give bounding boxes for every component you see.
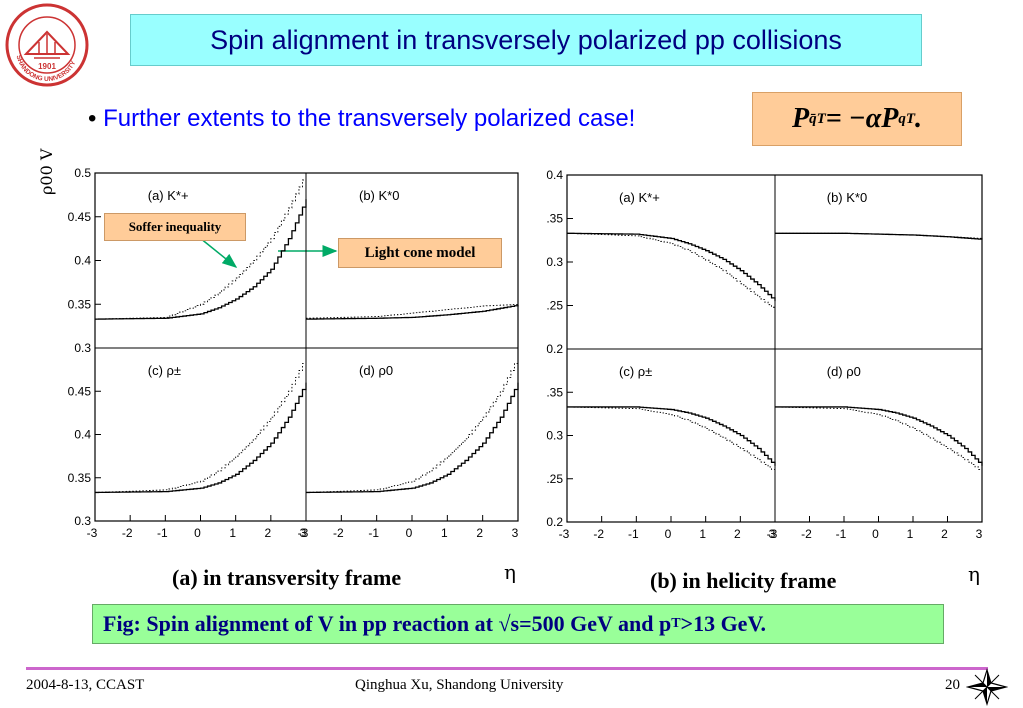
x-tick-label: 2 — [264, 526, 271, 540]
series-line-solid — [775, 406, 983, 466]
y-tick-label: 0.45 — [68, 210, 92, 224]
bullet-text: Further extents to the transversely pola… — [103, 105, 636, 132]
x-tick-label: 0 — [406, 526, 413, 540]
series-line-dotted — [306, 356, 519, 493]
panel-label: (d) ρ0 — [827, 364, 861, 379]
x-tick-label: 0 — [665, 527, 672, 541]
bullet-point: • Further extents to the transversely po… — [88, 105, 635, 133]
panel-label: (a) K*+ — [619, 190, 660, 205]
y-tick-label: 0.3 — [546, 255, 563, 269]
y-tick-label: 0.35 — [68, 471, 92, 485]
y-tick-label: 0.5 — [74, 166, 91, 180]
logo-year: 1901 — [38, 62, 56, 71]
series-line-dotted — [775, 406, 983, 472]
x-tick-label: -2 — [801, 527, 812, 541]
bullet-icon: • — [88, 105, 97, 132]
series-line-dotted — [306, 303, 519, 319]
panel-label: (b) K*0 — [359, 188, 399, 203]
panel-label: (b) K*0 — [827, 190, 867, 205]
y-tick-label: .35 — [546, 385, 563, 399]
series-line-solid — [567, 232, 776, 302]
x-tick-label: 0 — [194, 526, 201, 540]
y-tick-label: 0.3 — [74, 341, 91, 355]
y-tick-label: 0.2 — [546, 515, 563, 529]
y-tick-label: 0.4 — [546, 168, 563, 182]
formula-rhs-sub: qT — [898, 110, 915, 127]
slide-title: Spin alignment in transversely polarized… — [210, 24, 842, 55]
shandong-university-logo: 1901 SHANDONG UNIVERSITY — [5, 3, 89, 87]
x-tick-label: 1 — [441, 526, 448, 540]
y-axis-label: ρ00 V — [37, 148, 56, 195]
series-line-solid — [306, 382, 519, 494]
series-line-solid — [567, 406, 776, 466]
series-line-dotted — [775, 232, 983, 239]
x-tick-label: -2 — [593, 527, 604, 541]
x-tick-label: -3 — [559, 527, 570, 541]
series-line-dotted — [567, 406, 776, 472]
y-tick-label: 0.3 — [74, 514, 91, 528]
x-tick-label: -3 — [87, 526, 98, 540]
soffer-arrow — [199, 237, 238, 268]
x-tick-label: -3 — [767, 527, 778, 541]
formula-lhs-sub: q̄T — [809, 110, 826, 127]
light-cone-model-label: Light cone model — [338, 238, 502, 268]
x-tick-label: -1 — [368, 526, 379, 540]
soffer-inequality-label: Soffer inequality — [104, 213, 246, 241]
y-tick-label: 0.45 — [68, 384, 92, 398]
footer-author: Qinghua Xu, Shandong University — [355, 677, 564, 693]
footer-date: 2004-8-13, CCAST — [26, 677, 145, 693]
x-tick-label: -3 — [298, 526, 309, 540]
series-line-dotted — [95, 356, 307, 493]
y-tick-label: 0.3 — [546, 429, 563, 443]
formula-end: . — [914, 103, 922, 134]
eta-label-a: η — [504, 560, 516, 584]
fig-caption-pre: Fig: Spin alignment of V in pp reaction … — [103, 611, 672, 636]
compass-star-icon — [966, 668, 1008, 706]
series-line-solid — [306, 305, 519, 320]
x-tick-label: 2 — [941, 527, 948, 541]
formula-rhs: = −αP — [825, 103, 899, 134]
x-tick-label: 1 — [699, 527, 706, 541]
formula-lhs: P — [792, 103, 810, 134]
caption-transversity-frame: (a) in transversity frame — [172, 565, 402, 590]
series-line-dotted — [95, 173, 307, 320]
panel-label: (d) ρ0 — [359, 363, 393, 378]
x-tick-label: 1 — [229, 526, 236, 540]
eta-label-b: η — [968, 562, 980, 586]
x-tick-label: 2 — [734, 527, 741, 541]
page-number: 20 — [945, 677, 960, 693]
footer-divider — [26, 667, 988, 670]
fig-caption-sub: T — [671, 616, 681, 631]
x-tick-label: 1 — [907, 527, 914, 541]
x-tick-label: -1 — [836, 527, 847, 541]
x-tick-label: 3 — [512, 526, 519, 540]
x-tick-label: 3 — [300, 526, 307, 540]
x-tick-label: -1 — [628, 527, 639, 541]
y-tick-label: 0.4 — [74, 254, 91, 268]
x-tick-label: -2 — [333, 526, 344, 540]
panel-label: (c) ρ± — [619, 364, 652, 379]
y-tick-label: .25 — [546, 299, 563, 313]
x-tick-label: -2 — [122, 526, 133, 540]
x-tick-label: -1 — [157, 526, 168, 540]
y-tick-label: 0.2 — [546, 342, 563, 356]
title-bar: Spin alignment in transversely polarized… — [130, 14, 922, 66]
y-tick-label: .25 — [546, 472, 563, 486]
y-tick-label: 0.4 — [74, 428, 91, 442]
series-line-solid — [95, 382, 307, 494]
fig-caption-post: >13 GeV. — [680, 611, 766, 636]
figure-caption: Fig: Spin alignment of V in pp reaction … — [92, 604, 944, 644]
y-tick-label: 0.35 — [68, 297, 92, 311]
x-tick-label: 2 — [476, 526, 483, 540]
series-line-dotted — [567, 232, 776, 310]
x-tick-label: 3 — [769, 527, 776, 541]
y-tick-label: .35 — [546, 212, 563, 226]
panel-label: (c) ρ± — [148, 363, 181, 378]
caption-helicity-frame: (b) in helicity frame — [650, 568, 837, 593]
x-tick-label: 0 — [872, 527, 879, 541]
x-tick-label: 3 — [976, 527, 983, 541]
panel-label: (a) K*+ — [148, 188, 189, 203]
